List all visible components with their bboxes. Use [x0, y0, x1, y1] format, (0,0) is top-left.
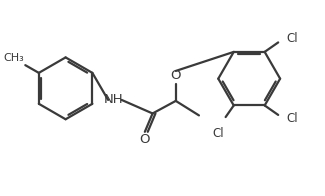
Text: Cl: Cl: [213, 127, 224, 140]
Text: O: O: [171, 69, 181, 82]
Text: NH: NH: [104, 93, 124, 106]
Text: O: O: [140, 133, 150, 146]
Text: Cl: Cl: [286, 113, 298, 125]
Text: Cl: Cl: [286, 32, 298, 45]
Text: CH₃: CH₃: [4, 53, 24, 63]
